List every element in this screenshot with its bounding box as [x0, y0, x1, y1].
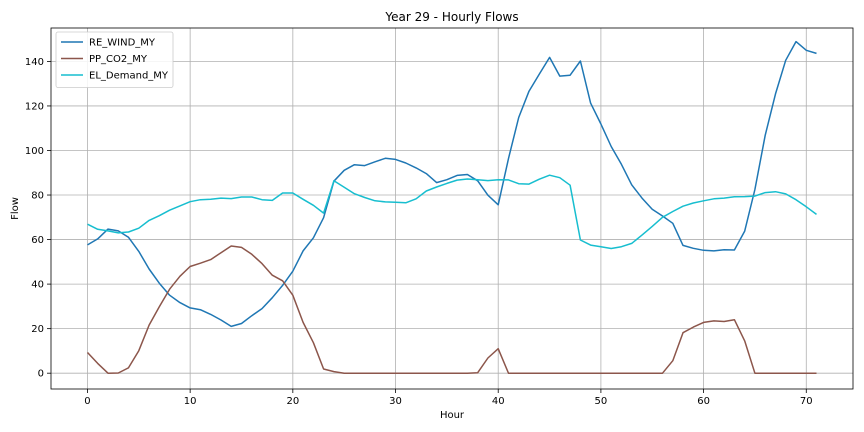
series-line-pp-co2-my [86, 245, 817, 374]
y-axis-label: Flow [10, 197, 21, 220]
y-tick-label: 0 [38, 369, 44, 380]
x-tick-label: 70 [800, 396, 813, 407]
x-tick-label: 30 [389, 396, 402, 407]
series-line-el-demand-my [87, 174, 817, 250]
x-tick-label: 50 [595, 396, 608, 407]
legend: RE_WIND_MY PP_CO2_MY EL_Demand_MY [55, 31, 174, 88]
series-line-re-wind-my [87, 40, 817, 328]
x-tick-label: 10 [184, 396, 197, 407]
y-tick-label: 40 [31, 280, 44, 291]
x-axis: 0 10 20 30 40 50 60 70 [84, 389, 813, 407]
legend-label: PP_CO2_MY [89, 54, 148, 65]
x-tick-label: 20 [286, 396, 299, 407]
x-tick-label: 60 [697, 396, 710, 407]
y-tick-label: 120 [25, 101, 44, 112]
legend-label: RE_WIND_MY [89, 38, 156, 49]
y-tick-label: 20 [31, 324, 44, 335]
x-axis-label: Hour [440, 410, 465, 421]
x-tick-label: 0 [84, 396, 90, 407]
plot-frame [50, 27, 854, 390]
series-layer [86, 40, 817, 374]
y-axis: 0 20 40 60 80 100 120 140 [25, 57, 51, 380]
y-tick-label: 100 [25, 146, 44, 157]
legend-label: EL_Demand_MY [89, 71, 169, 82]
chart-title: Year 29 - Hourly Flows [384, 10, 518, 24]
x-tick-label: 40 [492, 396, 505, 407]
grid [51, 28, 853, 389]
y-tick-label: 140 [25, 57, 44, 68]
y-tick-label: 80 [31, 191, 44, 202]
legend-box [55, 31, 174, 88]
y-tick-label: 60 [31, 235, 44, 246]
